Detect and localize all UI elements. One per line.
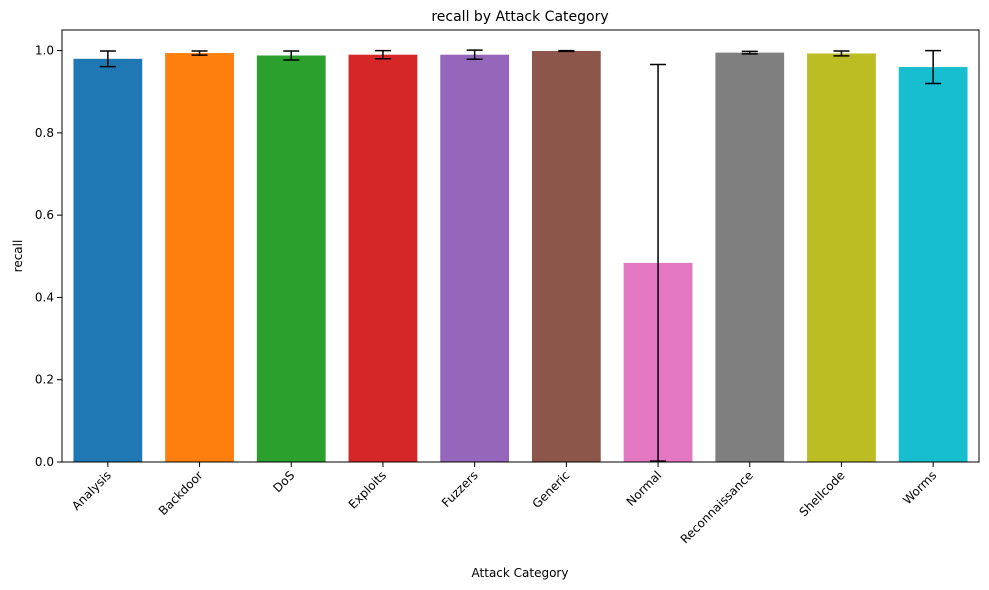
bar-fuzzers bbox=[440, 54, 510, 462]
y-axis-label: recall bbox=[11, 240, 25, 273]
bar-exploits bbox=[348, 54, 418, 462]
x-axis-label: Attack Category bbox=[472, 566, 569, 580]
bar-dos bbox=[256, 55, 326, 462]
y-tick-label: 0.0 bbox=[35, 455, 54, 469]
bar-worms bbox=[898, 67, 968, 463]
chart-title: recall by Attack Category bbox=[431, 9, 608, 25]
bar-backdoor bbox=[165, 53, 234, 462]
y-tick-label: 0.4 bbox=[35, 290, 54, 304]
y-tick-label: 0.8 bbox=[35, 126, 54, 140]
y-tick-label: 0.2 bbox=[35, 373, 54, 387]
bar-shellcode bbox=[807, 53, 876, 463]
y-tick-label: 1.0 bbox=[35, 44, 54, 58]
y-tick-label: 0.6 bbox=[35, 208, 54, 222]
bar-generic bbox=[531, 50, 601, 463]
axes-frame bbox=[61, 29, 980, 463]
bar-reconnaissance bbox=[715, 52, 785, 462]
bar-analysis bbox=[73, 58, 143, 463]
